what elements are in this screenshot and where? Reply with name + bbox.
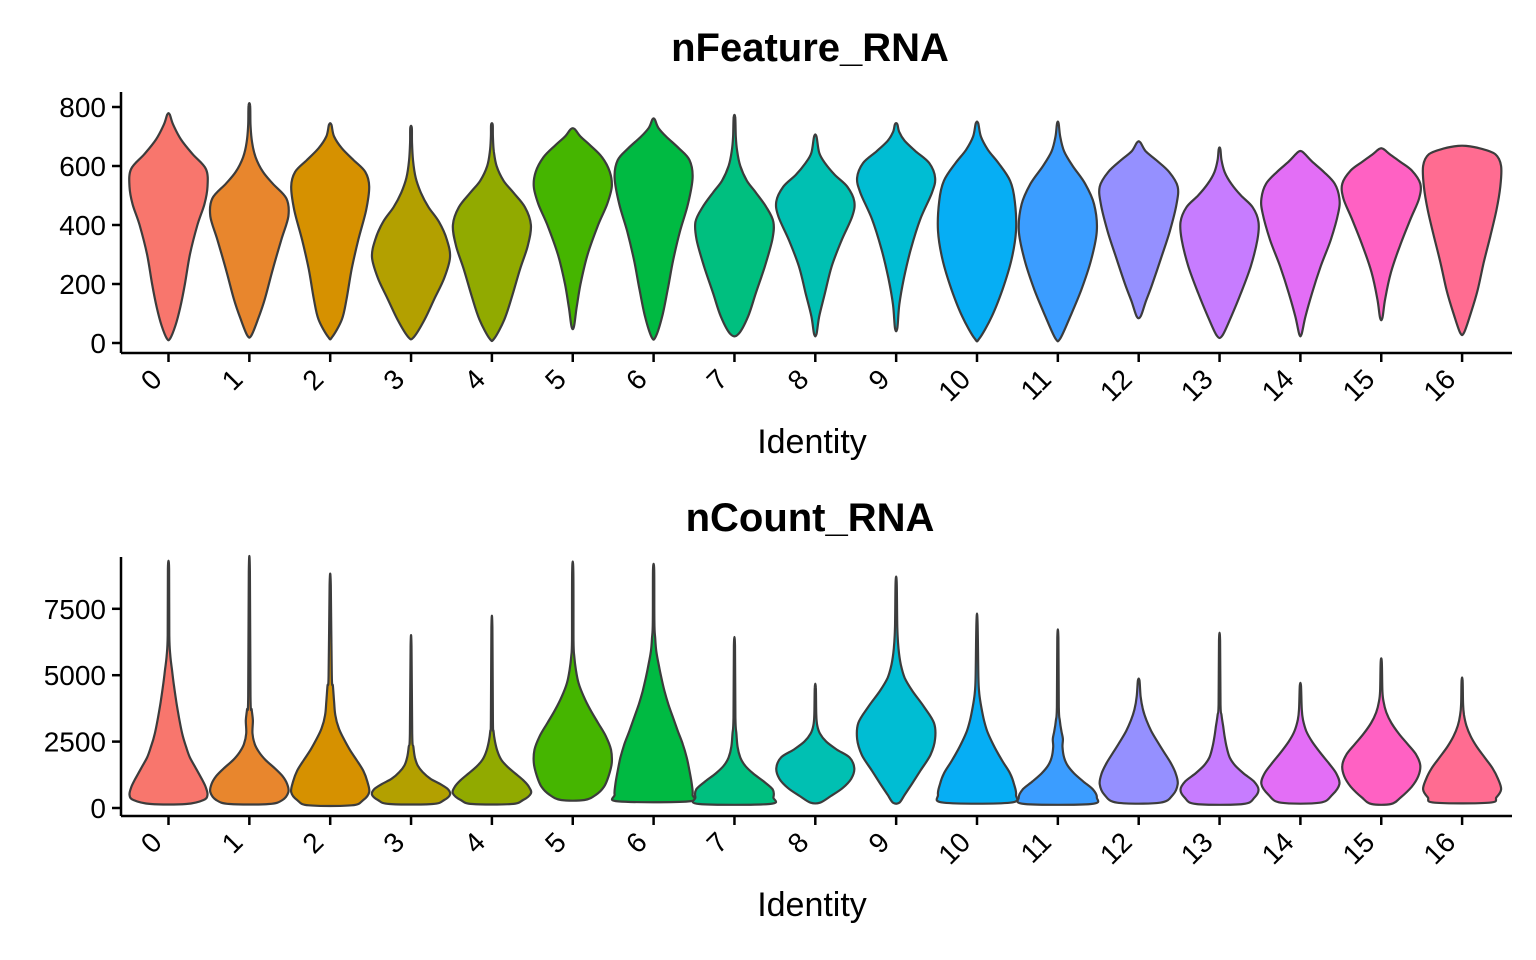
y-tick-label-panel2: 7500 bbox=[44, 594, 106, 625]
violin-nFeature_RNA-8 bbox=[774, 133, 856, 338]
x-tick-label-panel1: 7 bbox=[701, 363, 734, 396]
x-tick-label-panel1: 0 bbox=[135, 363, 168, 396]
violin-nCount_RNA-12 bbox=[1098, 677, 1179, 805]
x-tick-label-panel1: 13 bbox=[1175, 363, 1219, 407]
violin-nCount_RNA-14 bbox=[1260, 681, 1341, 805]
violin-nCount_RNA-1 bbox=[208, 554, 290, 806]
violin-nCount_RNA-2 bbox=[289, 572, 371, 808]
violin-nCount_RNA-10 bbox=[935, 612, 1019, 805]
violin-nFeature_RNA-10 bbox=[936, 120, 1018, 343]
x-tick-label-panel2: 4 bbox=[458, 826, 491, 859]
violin-nCount_RNA-6 bbox=[610, 562, 697, 804]
violin-nFeature_RNA-11 bbox=[1017, 120, 1099, 343]
violin-nCount_RNA-5 bbox=[532, 560, 614, 802]
x-tick-label-panel2: 1 bbox=[216, 826, 249, 859]
violin-nFeature_RNA-7 bbox=[693, 113, 775, 338]
x-tick-label-panel1: 12 bbox=[1094, 363, 1138, 407]
violin-nFeature_RNA-16 bbox=[1421, 144, 1503, 337]
violin-nCount_RNA-7 bbox=[691, 635, 778, 806]
violin-nFeature_RNA-15 bbox=[1340, 147, 1422, 322]
violin-nFeature_RNA-3 bbox=[370, 124, 452, 341]
y-tick-label-panel1: 600 bbox=[59, 151, 106, 182]
x-axis-title-panel2: Identity bbox=[757, 886, 867, 924]
violin-nCount_RNA-8 bbox=[775, 682, 856, 805]
violin-nFeature_RNA-9 bbox=[855, 122, 937, 333]
violin-nFeature_RNA-0 bbox=[128, 112, 209, 342]
x-tick-label-panel2: 5 bbox=[539, 826, 572, 859]
x-tick-label-panel1: 15 bbox=[1337, 363, 1381, 407]
violin-nFeature_RNA-12 bbox=[1098, 140, 1180, 320]
violin-nFeature_RNA-13 bbox=[1179, 146, 1260, 340]
x-tick-label-panel1: 9 bbox=[862, 363, 895, 396]
violin-nCount_RNA-4 bbox=[451, 614, 533, 806]
x-tick-label-panel2: 16 bbox=[1417, 826, 1461, 870]
y-tick-label-panel2: 0 bbox=[90, 793, 106, 824]
x-tick-label-panel2: 13 bbox=[1175, 826, 1219, 870]
x-tick-label-panel2: 2 bbox=[297, 826, 330, 859]
violin-nCount_RNA-9 bbox=[855, 575, 937, 805]
x-axis-title-panel1: Identity bbox=[757, 423, 867, 461]
x-tick-label-panel1: 11 bbox=[1015, 363, 1057, 405]
x-tick-label-panel1: 2 bbox=[297, 363, 330, 396]
violin-nCount_RNA-11 bbox=[1016, 628, 1100, 806]
y-tick-label-panel1: 800 bbox=[59, 92, 106, 123]
panel-title-nFeature_RNA: nFeature_RNA bbox=[671, 26, 949, 70]
panel-title-nCount_RNA: nCount_RNA bbox=[686, 496, 935, 540]
x-tick-label-panel2: 7 bbox=[701, 826, 734, 859]
x-tick-label-panel1: 5 bbox=[539, 363, 572, 396]
x-tick-label-panel1: 16 bbox=[1417, 363, 1461, 407]
x-tick-label-panel1: 3 bbox=[377, 363, 410, 396]
x-tick-label-panel2: 0 bbox=[135, 826, 168, 859]
x-tick-label-panel1: 4 bbox=[458, 363, 491, 396]
x-tick-label-panel2: 3 bbox=[377, 826, 410, 859]
x-tick-label-panel2: 12 bbox=[1094, 826, 1138, 870]
x-tick-label-panel1: 10 bbox=[932, 363, 976, 407]
x-tick-label-panel2: 10 bbox=[932, 826, 976, 870]
violin-nCount_RNA-0 bbox=[128, 559, 209, 806]
x-tick-label-panel2: 6 bbox=[620, 826, 653, 859]
x-tick-label-panel2: 11 bbox=[1015, 826, 1057, 868]
x-tick-label-panel2: 14 bbox=[1256, 826, 1300, 870]
y-tick-label-panel2: 5000 bbox=[44, 660, 106, 691]
x-tick-label-panel1: 1 bbox=[216, 363, 249, 396]
y-tick-label-panel1: 400 bbox=[59, 210, 106, 241]
y-tick-label-panel1: 0 bbox=[90, 328, 106, 359]
violin-nFeature_RNA-2 bbox=[290, 122, 371, 341]
y-tick-label-panel1: 200 bbox=[59, 269, 106, 300]
x-tick-label-panel2: 8 bbox=[782, 826, 815, 859]
x-tick-label-panel1: 14 bbox=[1256, 363, 1300, 407]
x-tick-label-panel1: 8 bbox=[782, 363, 815, 396]
violin-nFeature_RNA-6 bbox=[613, 117, 694, 341]
violin-nFeature_RNA-4 bbox=[451, 122, 533, 343]
x-tick-label-panel2: 15 bbox=[1337, 826, 1381, 870]
x-tick-label-panel2: 9 bbox=[862, 826, 895, 859]
violin-nFeature_RNA-14 bbox=[1260, 149, 1341, 338]
violin-nCount_RNA-15 bbox=[1341, 657, 1422, 806]
violin-nCount_RNA-16 bbox=[1421, 676, 1503, 805]
y-tick-label-panel2: 2500 bbox=[44, 727, 106, 758]
violin-nCount_RNA-13 bbox=[1179, 631, 1260, 806]
x-tick-label-panel1: 6 bbox=[620, 363, 653, 396]
violin-nCount_RNA-3 bbox=[370, 633, 452, 806]
violin-nFeature_RNA-1 bbox=[208, 102, 290, 339]
violin-nFeature_RNA-5 bbox=[532, 127, 613, 331]
